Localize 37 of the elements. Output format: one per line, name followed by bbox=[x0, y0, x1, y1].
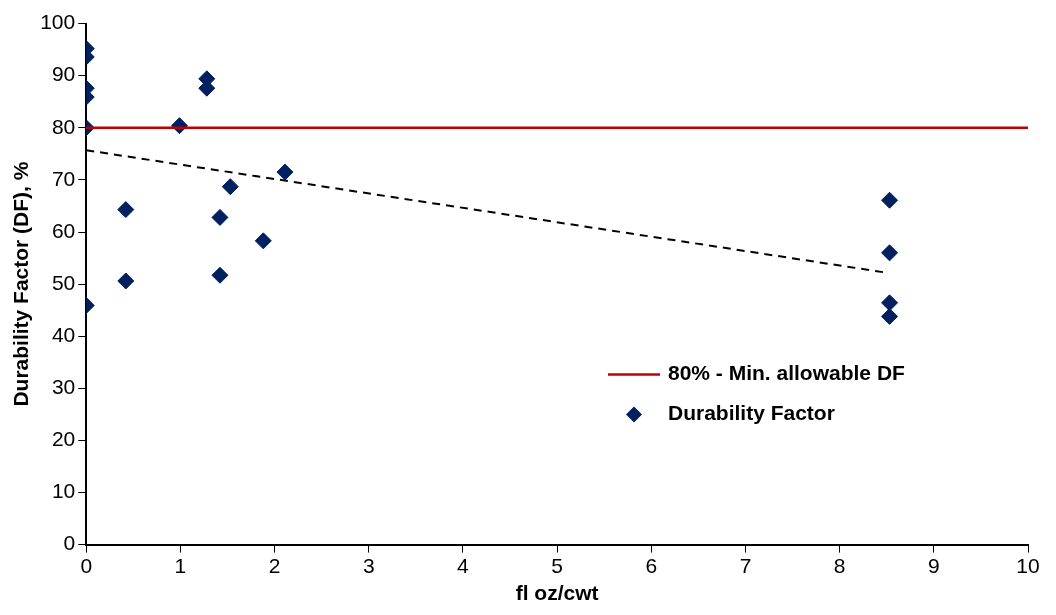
point bbox=[221, 178, 239, 196]
x-tick-label: 0 bbox=[80, 554, 93, 577]
point bbox=[881, 307, 899, 325]
point bbox=[211, 208, 229, 226]
point bbox=[276, 163, 294, 181]
y-tick-label: 90 bbox=[51, 62, 76, 86]
x-tick-label: 7 bbox=[739, 554, 752, 577]
point bbox=[254, 232, 272, 250]
x-tick-label: 10 bbox=[1016, 554, 1040, 577]
x-tick-label: 4 bbox=[457, 554, 470, 577]
x-tick-label: 3 bbox=[362, 554, 375, 577]
point bbox=[881, 244, 899, 262]
x-tick-label: 5 bbox=[551, 554, 563, 577]
y-tick-label: 80 bbox=[51, 114, 76, 138]
y-tick-label: 40 bbox=[51, 323, 76, 346]
y-tick-label: 100 bbox=[40, 10, 76, 34]
x-tick-label: 6 bbox=[645, 554, 658, 577]
point bbox=[881, 294, 899, 312]
y-tick-label: 50 bbox=[51, 270, 76, 294]
legend-label: 80% - Min. allowable DF bbox=[668, 361, 906, 385]
y-tick-label: 30 bbox=[51, 375, 76, 399]
y-tick-label: 70 bbox=[51, 166, 76, 190]
x-tick-label: 8 bbox=[833, 554, 846, 577]
y-axis-title: Durability Factor (DF), % bbox=[9, 161, 33, 407]
legend-label: Durability Factor bbox=[668, 401, 835, 425]
y-tick-label: 60 bbox=[51, 218, 76, 242]
y-tick-label: 0 bbox=[63, 531, 76, 555]
point bbox=[117, 201, 135, 219]
x-tick-label: 9 bbox=[927, 554, 940, 577]
x-tick-label: 2 bbox=[268, 554, 281, 577]
point bbox=[881, 191, 899, 209]
point bbox=[117, 272, 135, 290]
y-tick-label: 20 bbox=[51, 427, 76, 451]
x-axis-title: fl oz/cwt bbox=[515, 581, 599, 605]
x-tick-label: 1 bbox=[174, 554, 187, 577]
point bbox=[211, 266, 229, 284]
y-tick-label: 10 bbox=[51, 479, 76, 503]
